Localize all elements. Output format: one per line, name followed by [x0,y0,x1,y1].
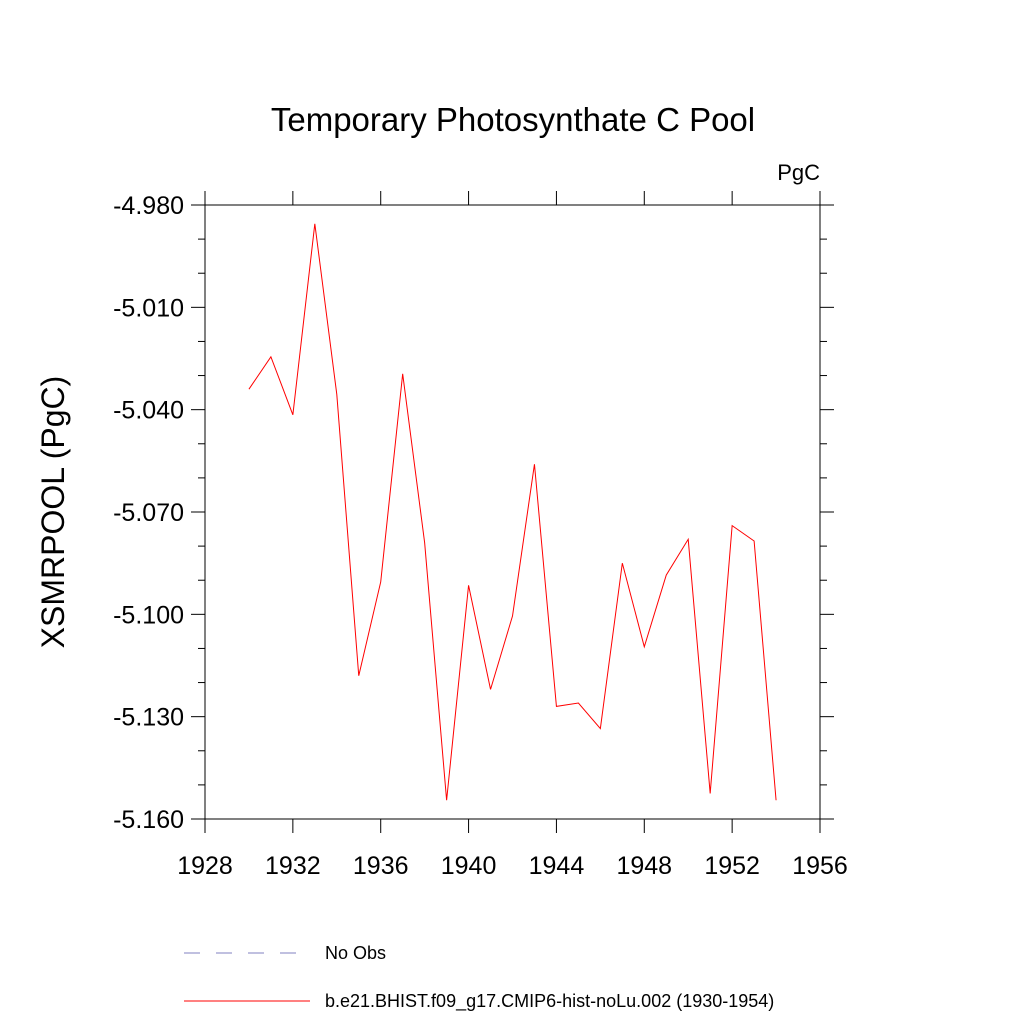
x-tick-label: 1932 [265,852,321,880]
units-label: PgC [777,160,820,185]
y-tick-label: -4.980 [113,192,184,220]
x-tick-label: 1936 [353,852,409,880]
x-tick-label: 1956 [792,852,848,880]
y-tick-label: -5.010 [113,294,184,322]
series-line-0 [248,223,777,801]
x-tick-label: 1948 [616,852,672,880]
legend: No Obs b.e21.BHIST.f09_g17.CMIP6-hist-no… [184,943,774,1012]
chart-title: Temporary Photosynthate C Pool [271,101,755,138]
x-tick-label: 1940 [441,852,497,880]
plot-frame [204,204,821,820]
y-ticks: -4.980 -5.010 -5.040 -5.070 -5.100 -5.130 -5.1… [113,192,834,834]
y-tick-label: -5.130 [113,704,184,732]
series-layer [248,223,777,801]
y-tick-label: -5.100 [113,601,184,629]
y-tick-label: -5.040 [113,397,184,425]
x-tick-label: 1928 [177,852,233,880]
x-tick-label: 1944 [529,852,585,880]
y-axis-label: XSMRPOOL (PgC) [35,376,71,649]
axes [204,204,821,820]
legend-label-model: b.e21.BHIST.f09_g17.CMIP6-hist-noLu.002 … [325,991,774,1012]
y-tick-label: -5.160 [113,806,184,834]
x-ticks: 1928 1932 1936 1940 1944 1948 1952 1956 [177,191,848,880]
x-tick-label: 1952 [704,852,760,880]
legend-label-no-obs: No Obs [325,943,386,963]
y-tick-label: -5.070 [113,499,184,527]
